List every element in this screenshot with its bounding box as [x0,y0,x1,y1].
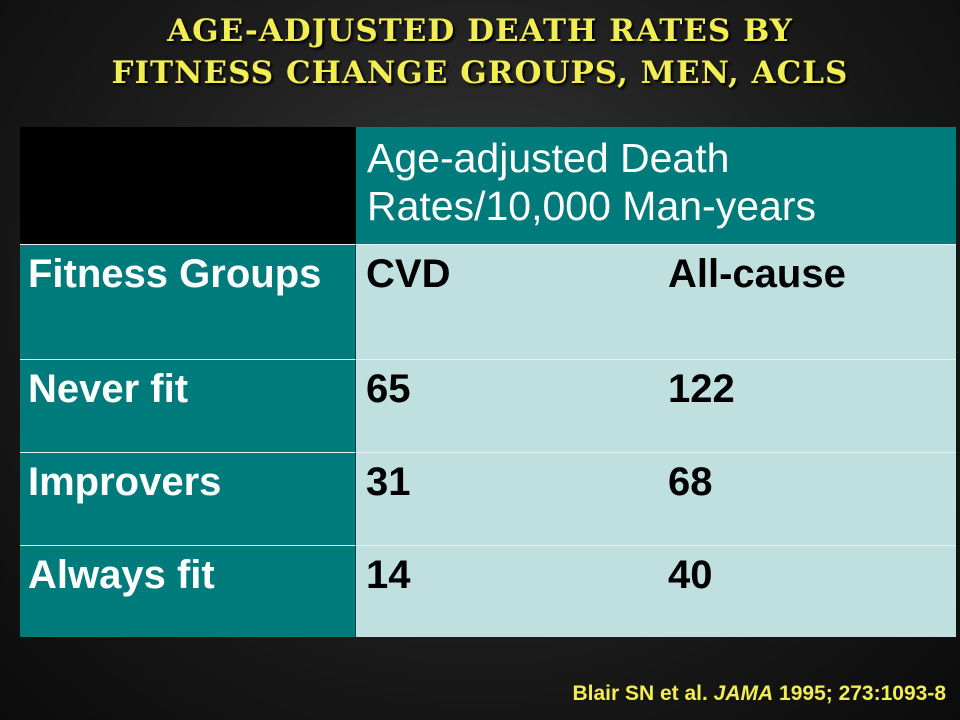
table-row: 31 68 [356,452,956,545]
column-header-cvd: CVD [366,252,451,296]
row-label-never-fit: Never fit [20,359,356,452]
cell-cvd-improvers: 31 [366,460,411,504]
cell-cvd-always-fit: 14 [366,553,411,597]
row-label-always-fit: Always fit [20,545,356,637]
table-row: 14 40 [356,545,956,637]
slide-title: AGE-ADJUSTED DEATH RATES BY FITNESS CHAN… [0,10,960,94]
column-header-all-cause: All-cause [668,252,846,296]
table-row: 65 122 [356,359,956,452]
death-rates-table: Age-adjusted Death Rates/10,000 Man-year… [20,127,956,637]
citation: Blair SN et al. JAMA 1995; 273:1093-8 [572,682,946,706]
cell-all-cause-improvers: 68 [668,460,713,504]
cell-all-cause-never-fit: 122 [668,367,735,411]
title-line-2: FITNESS CHANGE GROUPS, MEN, ACLS [111,55,849,91]
citation-journal: JAMA [713,682,774,705]
citation-authors: Blair SN et al. [572,682,708,705]
cell-cvd-never-fit: 65 [366,367,411,411]
table-corner-cell [20,127,356,244]
title-line-1: AGE-ADJUSTED DEATH RATES BY [167,13,793,49]
table-header-rates: Age-adjusted Death Rates/10,000 Man-year… [356,127,956,244]
table-column-headers: CVD All-cause [356,244,956,359]
cell-all-cause-always-fit: 40 [668,553,713,597]
table-header-fitness-groups: Fitness Groups [20,244,356,359]
row-label-improvers: Improvers [20,452,356,545]
citation-details: 1995; 273:1093-8 [779,682,946,705]
